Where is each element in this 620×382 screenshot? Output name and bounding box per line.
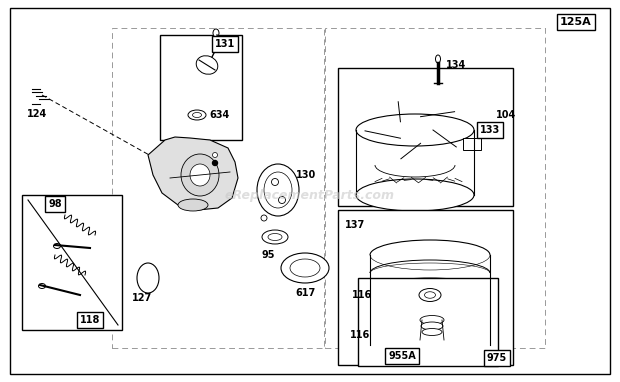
Circle shape: [278, 196, 285, 204]
Bar: [22, 195, 122, 330]
Bar: [112, 28, 324, 348]
Text: 133: 133: [480, 125, 500, 135]
Bar: [338, 210, 513, 365]
Text: 104: 104: [496, 110, 516, 120]
Text: 124: 124: [27, 109, 47, 119]
Ellipse shape: [192, 113, 202, 118]
Text: 634: 634: [209, 110, 229, 120]
Circle shape: [272, 178, 278, 186]
Ellipse shape: [421, 322, 443, 330]
Bar: [463, 138, 481, 150]
Ellipse shape: [281, 253, 329, 283]
Ellipse shape: [262, 230, 288, 244]
Ellipse shape: [356, 179, 474, 211]
Ellipse shape: [425, 292, 435, 298]
Ellipse shape: [53, 243, 61, 249]
Text: 127: 127: [132, 293, 153, 303]
Text: 137: 137: [345, 220, 365, 230]
Ellipse shape: [435, 55, 440, 63]
Circle shape: [213, 152, 218, 157]
Text: 975: 975: [487, 353, 507, 363]
Text: 130: 130: [296, 170, 316, 180]
Ellipse shape: [370, 330, 490, 360]
Ellipse shape: [268, 233, 282, 241]
Bar: [160, 35, 242, 140]
Ellipse shape: [356, 114, 474, 146]
Ellipse shape: [264, 172, 292, 208]
Ellipse shape: [196, 56, 218, 74]
Text: 116: 116: [352, 290, 372, 300]
Ellipse shape: [257, 164, 299, 216]
Text: 95: 95: [262, 250, 275, 260]
Ellipse shape: [422, 329, 442, 335]
Text: 134: 134: [446, 60, 466, 70]
Text: 116: 116: [350, 330, 370, 340]
Ellipse shape: [178, 199, 208, 211]
Ellipse shape: [420, 316, 444, 324]
Ellipse shape: [419, 288, 441, 301]
Bar: [358, 278, 498, 366]
Ellipse shape: [137, 263, 159, 293]
Circle shape: [213, 160, 218, 165]
Text: 98: 98: [48, 199, 62, 209]
Ellipse shape: [213, 29, 219, 37]
Ellipse shape: [290, 259, 320, 277]
Ellipse shape: [38, 283, 45, 288]
Ellipse shape: [381, 332, 394, 338]
Bar: [325, 28, 545, 348]
Text: 118: 118: [80, 315, 100, 325]
Text: 617: 617: [295, 288, 315, 298]
Circle shape: [261, 215, 267, 221]
Ellipse shape: [376, 328, 400, 342]
Text: 955A: 955A: [388, 351, 416, 361]
Ellipse shape: [181, 154, 219, 196]
Text: eReplacementParts.com: eReplacementParts.com: [225, 188, 395, 201]
Text: 125A: 125A: [560, 17, 592, 27]
Bar: [338, 68, 513, 206]
Ellipse shape: [188, 110, 206, 120]
Text: 131: 131: [215, 39, 235, 49]
Ellipse shape: [190, 164, 210, 186]
Polygon shape: [148, 137, 238, 210]
